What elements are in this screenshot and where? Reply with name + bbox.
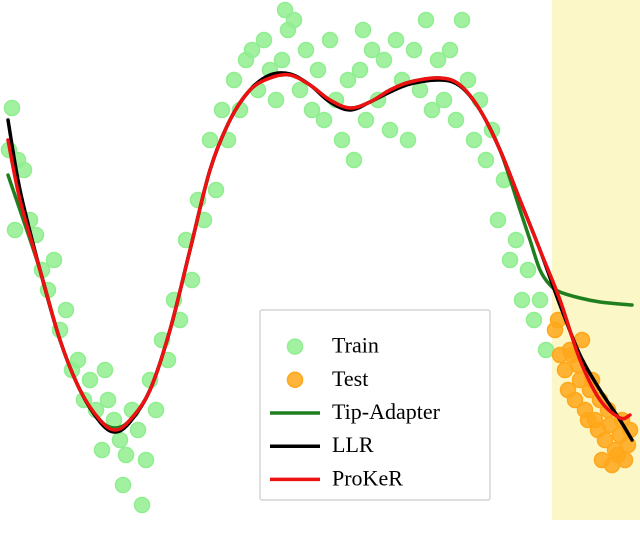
- scatter-point: [99, 391, 117, 409]
- scatter-point: [519, 261, 537, 279]
- legend-label: Train: [332, 333, 379, 358]
- scatter-point: [137, 451, 155, 469]
- scatter-point: [537, 341, 555, 359]
- scatter-point: [303, 101, 321, 119]
- scatter-point: [387, 31, 405, 49]
- scatter-point: [96, 361, 114, 379]
- scatter-point: [465, 131, 483, 149]
- scatter-point: [273, 51, 291, 69]
- legend-label: Test: [332, 366, 368, 391]
- scatter-point: [291, 81, 309, 99]
- scatter-point: [133, 496, 151, 514]
- scatter-point: [459, 71, 477, 89]
- scatter-point: [435, 91, 453, 109]
- scatter-point: [276, 1, 294, 19]
- scatter-point: [423, 101, 441, 119]
- scatter-point: [351, 61, 369, 79]
- scatter-point: [69, 351, 87, 369]
- scatter-point: [375, 51, 393, 69]
- scatter-point: [411, 81, 429, 99]
- scatter-point: [213, 101, 231, 119]
- scatter-point: [559, 381, 577, 399]
- scatter-point: [201, 131, 219, 149]
- scatter-point: [345, 151, 363, 169]
- scatter-point: [147, 401, 165, 419]
- scatter-point: [441, 41, 459, 59]
- scatter-point: [243, 41, 261, 59]
- scatter-point: [429, 51, 447, 69]
- scatter-point: [339, 71, 357, 89]
- legend-marker: [286, 371, 304, 389]
- scatter-point: [315, 111, 333, 129]
- scatter-point: [207, 181, 225, 199]
- scatter-point: [579, 411, 597, 429]
- scatter-point: [489, 211, 507, 229]
- legend-label: Tip-Adapter: [332, 399, 441, 424]
- scatter-point: [309, 61, 327, 79]
- curve: [6, 72, 632, 432]
- scatter-point: [507, 231, 525, 249]
- scatter-point: [267, 91, 285, 109]
- scatter-point: [57, 301, 75, 319]
- scatter-point: [603, 456, 621, 474]
- scatter-point: [93, 441, 111, 459]
- scatter-point: [354, 21, 372, 39]
- scatter-point: [297, 41, 315, 59]
- scatter-point: [81, 371, 99, 389]
- scatter-point: [531, 291, 549, 309]
- scatter-point: [453, 11, 471, 29]
- scatter-point: [357, 111, 375, 129]
- scatter-point: [6, 221, 24, 239]
- scatter-point: [513, 291, 531, 309]
- legend-box: [259, 309, 491, 501]
- scatter-point: [417, 11, 435, 29]
- legend-marker: [286, 338, 304, 355]
- scatter-point: [589, 421, 607, 439]
- scatter-point: [183, 271, 201, 289]
- scatter-point: [405, 41, 423, 59]
- scatter-point: [45, 251, 63, 269]
- scatter-point: [501, 251, 519, 269]
- legend-label: LLR: [332, 432, 374, 457]
- scatter-point: [117, 446, 135, 464]
- legend: Train Test Tip-Adapter LLR ProKeR: [259, 309, 491, 501]
- scatter-point: [477, 151, 495, 169]
- scatter-point: [129, 421, 147, 439]
- scatter-point: [447, 111, 465, 129]
- scatter-point: [381, 121, 399, 139]
- scatter-point: [363, 41, 381, 59]
- scatter-point: [525, 311, 543, 329]
- scatter-point: [399, 131, 417, 149]
- scatter-point: [321, 31, 339, 49]
- scatter-point: [114, 476, 132, 494]
- scatter-point: [111, 431, 129, 449]
- legend-label: ProKeR: [332, 465, 403, 490]
- scatter-point: [333, 131, 351, 149]
- scatter-point: [3, 99, 21, 117]
- scatter-point: [255, 31, 273, 49]
- scatter-point: [225, 71, 243, 89]
